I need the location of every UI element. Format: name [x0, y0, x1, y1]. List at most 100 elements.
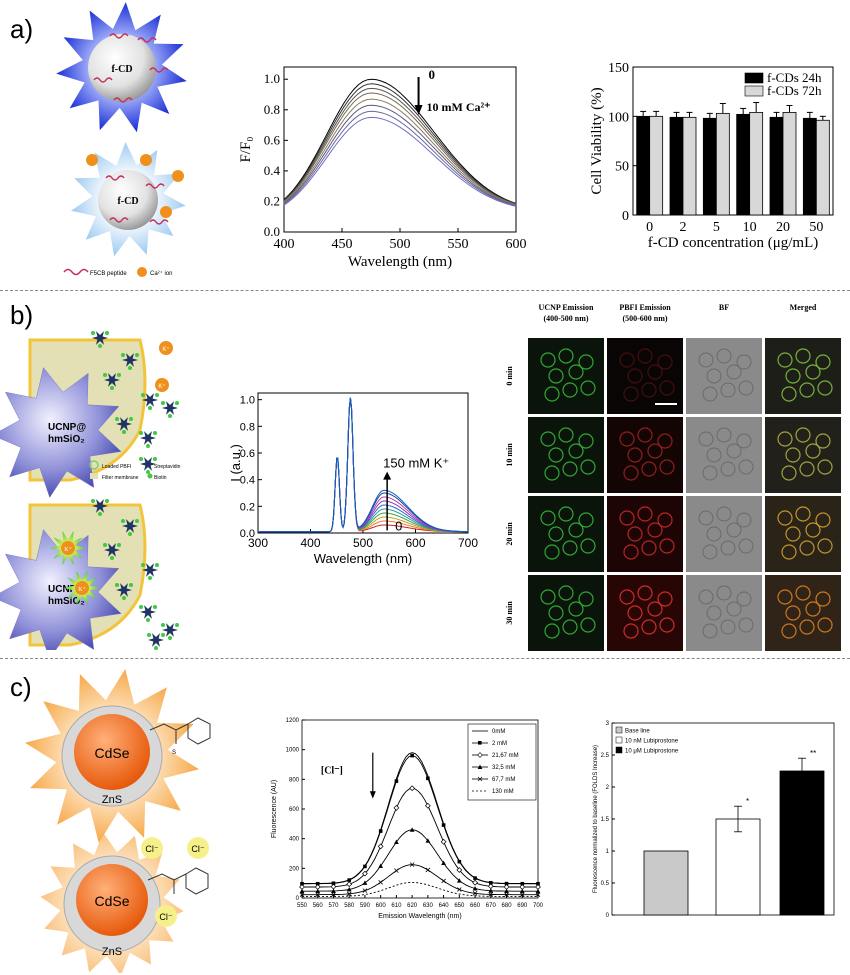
cell-outline	[578, 354, 594, 370]
y-tick-label: 0.8	[264, 102, 280, 117]
marker	[425, 867, 431, 873]
marker	[457, 887, 462, 892]
c-bars-ylabel: Fluorescence normalized to baseline (FOL…	[593, 745, 599, 893]
micro-image	[607, 417, 683, 493]
biotin	[110, 386, 114, 390]
ucnp-spikes	[0, 367, 122, 499]
b-microscopy-grid: UCNP Emission (400-500 nm) PBFI Emission (5…	[505, 303, 841, 651]
bar	[636, 115, 651, 216]
spectrum-line	[283, 116, 517, 207]
cell-outline	[698, 352, 714, 368]
y-tick-label: 3	[606, 721, 610, 727]
marker	[409, 785, 416, 792]
cell-outline	[558, 427, 574, 443]
significance-mark: **	[810, 749, 816, 758]
cell-outline	[568, 522, 584, 538]
cell-outline	[702, 386, 718, 402]
legend-label: 21,67 mM	[492, 753, 519, 759]
streptavidin	[122, 519, 138, 533]
x-tick-label: 700	[533, 903, 544, 909]
x-tick-label: 650	[454, 903, 465, 909]
cell-outline	[578, 591, 594, 607]
cell-outline	[544, 465, 560, 481]
f-cd-label-top: f-CD	[111, 64, 132, 75]
biotin	[148, 406, 152, 410]
marker	[393, 805, 400, 811]
y-tick-label: 1	[606, 849, 610, 855]
x-tick-label: 690	[517, 903, 528, 909]
c-spectra-annotation: [Cl⁻]	[321, 765, 343, 776]
a-spectra-annotation-bottom: 10 mM Ca²⁺	[427, 100, 491, 114]
cell-outline	[799, 461, 815, 477]
k-ion-label-2: K⁺	[158, 383, 165, 390]
cell-outline	[726, 601, 742, 617]
cell-outline	[578, 512, 594, 528]
bar	[749, 111, 764, 216]
micro-col-header: BF	[719, 303, 729, 312]
biotin	[129, 417, 133, 421]
marker	[441, 860, 446, 866]
micro-row-label: 0 min	[505, 366, 514, 386]
biotin	[168, 636, 172, 640]
cell-outline	[738, 459, 754, 475]
cell-outline	[659, 459, 675, 475]
marker	[441, 823, 446, 827]
x-tick-label: 2	[680, 220, 687, 235]
c-schematic: CdSe ZnS S CdSe ZnS Cl⁻ Cl⁻ Cl⁻	[25, 669, 211, 973]
y-tick-label: 0.2	[240, 501, 255, 513]
biotin	[175, 623, 179, 627]
cl-ion-3	[155, 905, 177, 927]
f-cd-sphere-bottom	[98, 170, 158, 230]
legend-biotin-icon	[147, 473, 153, 479]
micro-row-label: 10 min	[505, 443, 514, 467]
cell-outline	[716, 427, 732, 443]
significance-mark: *	[746, 797, 749, 806]
cell-outline	[619, 589, 635, 605]
marker	[299, 888, 305, 894]
marker	[315, 888, 321, 894]
cell-outline	[781, 623, 797, 639]
cell-outline	[619, 352, 635, 368]
x-tick-label: 500	[353, 536, 373, 550]
peptide-strand	[109, 33, 129, 39]
section-divider-1	[0, 290, 850, 291]
x-tick-label: 400	[274, 237, 295, 252]
cell-outline	[785, 605, 801, 621]
k-ion-top-2	[155, 378, 169, 392]
legend-label: Base line	[625, 729, 650, 735]
a-viability-ylabel: Cell Viability (%)	[589, 87, 605, 194]
peptide-strand	[113, 97, 133, 103]
cell-outline	[716, 348, 732, 364]
ucnp-label-top-1: UCNP@	[48, 422, 86, 433]
cdse-core-bottom	[76, 864, 148, 936]
a-schematic: f-CD f-CD F5CB peptide Ca²⁺ ion	[56, 2, 187, 277]
micro-image	[686, 575, 762, 651]
cell-outline	[815, 433, 831, 449]
peptide-strand	[109, 217, 129, 223]
micro-col-header: UCNP Emission	[539, 303, 594, 312]
y-tick-label: 50	[615, 160, 629, 175]
streptavidin-bottom	[91, 499, 179, 650]
x-tick-label: 660	[470, 903, 481, 909]
cl-ion-label-2: Cl⁻	[191, 844, 204, 854]
cell-outline	[815, 354, 831, 370]
cell-outline	[799, 619, 815, 635]
ca-ion-2	[172, 170, 184, 182]
cell-outline	[580, 459, 596, 475]
cl-ion-label-1: Cl⁻	[145, 844, 158, 854]
legend-biotin-label: Biotin	[154, 475, 167, 481]
biotin	[153, 457, 157, 461]
a-emission-chart: 400 450 500 550 600 0.0 0.2 0.4 0.6 0.8 1.0 F/F₀ W…	[238, 66, 527, 270]
streptavidin	[116, 417, 132, 431]
biotin	[161, 401, 165, 405]
thiourea-ligand-top	[149, 717, 211, 745]
biotin	[105, 331, 109, 335]
cell-outline	[736, 433, 752, 449]
streptavidin	[104, 373, 120, 387]
y-tick-label: 150	[608, 61, 629, 76]
micro-image	[528, 496, 604, 572]
biotin	[129, 583, 133, 587]
biotin	[161, 623, 165, 627]
cell-outline	[568, 443, 584, 459]
micro-image	[765, 575, 841, 651]
